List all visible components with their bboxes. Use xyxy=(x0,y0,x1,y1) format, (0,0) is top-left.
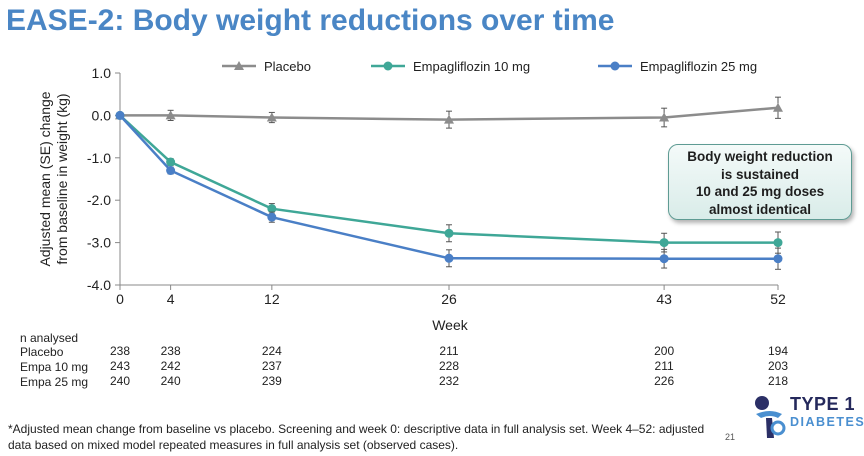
series-line-empagliflozin-10-mg xyxy=(119,114,778,244)
x-axis-label: Week xyxy=(432,317,469,333)
y-tick-label: 1.0 xyxy=(92,65,112,81)
x-tick-label: 43 xyxy=(656,291,672,307)
data-point-placebo xyxy=(266,112,277,122)
n-table-row-label: Empa 10 mg xyxy=(20,360,89,374)
data-point-empagliflozin-10-mg xyxy=(659,238,669,248)
series-line-empagliflozin-25-mg xyxy=(119,114,778,260)
data-point-placebo xyxy=(444,114,454,124)
n-table-cell: 240 xyxy=(109,374,131,388)
callout-box: Body weight reduction is sustained 10 an… xyxy=(668,144,852,220)
series-line-placebo xyxy=(120,106,779,121)
data-point-placebo xyxy=(165,110,176,120)
legend-marker-placebo xyxy=(234,61,244,70)
n-table-cell: 211 xyxy=(654,359,674,373)
y-axis-label-line-1: Adjusted mean (SE) change xyxy=(37,91,53,266)
callout-line-2: is sustained xyxy=(720,166,800,182)
data-point-empagliflozin-25-mg xyxy=(166,166,176,176)
n-table-cell: 194 xyxy=(767,344,789,358)
line-chart: 1.0 0.0 -1.0 -2.0 -3.0 -4.0 0 4 12 26 43 52 Week Adju… xyxy=(37,59,786,333)
x-tick-label: 52 xyxy=(770,291,786,307)
n-table-cell: 242 xyxy=(160,359,181,373)
n-table-cell: 226 xyxy=(654,374,675,388)
logo-icon xyxy=(755,396,786,438)
n-table-cell: 243 xyxy=(109,359,131,373)
callout-line-1: Body weight reduction xyxy=(687,149,833,164)
data-point-empagliflozin-10-mg xyxy=(773,238,783,248)
n-table-cell: 240 xyxy=(160,374,181,388)
n-table-cell: 238 xyxy=(160,344,181,358)
n-table-cell: 239 xyxy=(261,374,282,388)
x-tick-label: 0 xyxy=(116,291,124,307)
data-point-empagliflozin-25-mg xyxy=(444,253,454,263)
data-point-placebo xyxy=(773,102,783,112)
n-table-row-label: Empa 25 mg xyxy=(20,375,89,389)
y-tick-label: -3.0 xyxy=(87,235,111,251)
y-tick-label: -1.0 xyxy=(87,150,111,166)
n-table-cell: 218 xyxy=(767,374,789,388)
n-table-cell: 228 xyxy=(438,359,460,373)
y-tick-label: -4.0 xyxy=(87,277,111,293)
n-table-row-label: Placebo xyxy=(20,345,64,359)
n-table-cell: 237 xyxy=(261,359,282,373)
x-tick-label: 26 xyxy=(441,291,457,307)
data-point-empagliflozin-10-mg xyxy=(166,157,176,167)
legend-label-placebo: Placebo xyxy=(264,59,311,74)
y-tick-label: -2.0 xyxy=(87,192,111,208)
n-table-header: n analysed xyxy=(20,331,79,345)
n-table-cell: 203 xyxy=(767,359,789,373)
page-title: EASE-2: Body weight reductions over time xyxy=(6,4,615,37)
legend-marker-empagliflozin-10-mg xyxy=(383,61,393,71)
n-table-cell: 200 xyxy=(654,344,675,358)
n-table-cell: 211 xyxy=(439,344,459,358)
data-point-empagliflozin-25-mg xyxy=(267,212,277,222)
data-point-empagliflozin-10-mg xyxy=(267,204,277,214)
data-point-placebo xyxy=(659,112,670,122)
type1-diabetes-logo: TYPE 1 DIABETES xyxy=(752,394,864,442)
logo-line-2: DIABETES xyxy=(790,415,864,429)
data-point-empagliflozin-25-mg xyxy=(115,110,125,120)
n-table-cell: 232 xyxy=(438,374,460,388)
legend-label-empagliflozin-10-mg: Empagliflozin 10 mg xyxy=(413,59,530,74)
data-point-empagliflozin-25-mg xyxy=(659,254,669,264)
data-point-empagliflozin-25-mg xyxy=(773,254,783,264)
data-point-empagliflozin-10-mg xyxy=(444,228,454,238)
legend-marker-empagliflozin-25-mg xyxy=(610,61,620,71)
y-tick-label: 0.0 xyxy=(92,107,112,123)
callout-line-4: almost identical xyxy=(708,201,812,217)
x-tick-label: 12 xyxy=(264,291,280,307)
n-table-cell: 224 xyxy=(261,344,282,358)
callout-line-3: 10 and 25 mg doses xyxy=(695,184,825,199)
footnote: *Adjusted mean change from baseline vs p… xyxy=(8,422,705,452)
legend-label-empagliflozin-25-mg: Empagliflozin 25 mg xyxy=(640,59,757,74)
y-axis-label-line-2: from baseline in weight (kg) xyxy=(54,93,70,264)
page-number: 21 xyxy=(725,432,736,442)
x-tick-label: 4 xyxy=(167,291,175,307)
n-table-cell: 238 xyxy=(109,344,131,358)
logo-line-1: TYPE 1 xyxy=(790,394,856,414)
